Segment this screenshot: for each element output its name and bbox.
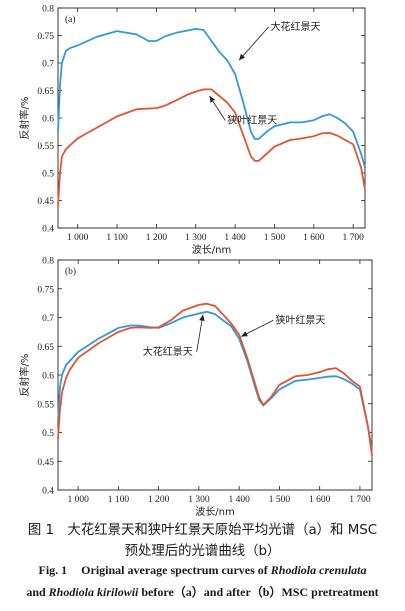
panel-label: (b) (65, 266, 76, 277)
caption-en-line2: and Rhodiola kirilowii before（a）and afte… (0, 583, 405, 600)
y-tick-label: 0.4 (42, 487, 54, 497)
x-tick-label: 1 300 (188, 495, 210, 505)
annotation-arrowhead (209, 96, 216, 103)
x-tick-label: 1 600 (303, 233, 325, 243)
x-axis-label: 波长/nm (192, 243, 231, 256)
x-tick-label: 1 700 (343, 233, 365, 243)
y-tick-label: 0.6 (42, 115, 54, 125)
annotation-label: 大花红景天 (271, 20, 321, 33)
series-line (57, 27, 366, 169)
annotation-label: 大花红景天 (143, 345, 193, 358)
annotation-arrowhead (239, 53, 246, 61)
plot-frame (57, 259, 373, 491)
caption-en-text: Original average spectrum curves of (81, 563, 268, 577)
x-tick-label: 1 100 (108, 495, 130, 505)
x-tick-label: 1 200 (148, 495, 170, 505)
caption-cn-line1: 图 1 大花红景天和狭叶红景天原始平均光谱（a）和 MSC (27, 523, 378, 538)
series-line (57, 310, 373, 451)
y-tick-label: 0.8 (42, 5, 54, 15)
caption-and: and (26, 585, 46, 599)
caption-species-2: Rhodiola kirilowii (48, 585, 139, 599)
y-axis-label: 反射率/% (18, 97, 31, 140)
annotation-leader (196, 314, 204, 352)
x-tick-label: 1 400 (228, 495, 250, 505)
series-line (57, 88, 366, 207)
y-tick-label: 0.55 (37, 142, 54, 152)
y-tick-label: 0.45 (37, 458, 54, 468)
annotation-leader (240, 319, 274, 337)
y-tick-label: 0.5 (42, 429, 54, 439)
caption-cn-line2: 预处理后的光谱曲线（b） (124, 544, 281, 559)
x-tick-label: 1 000 (67, 495, 89, 505)
y-tick-label: 0.65 (37, 343, 54, 353)
panel-label: (a) (65, 14, 76, 25)
y-tick-label: 0.4 (42, 225, 54, 235)
y-tick-label: 0.7 (42, 314, 54, 324)
y-tick-label: 0.75 (37, 32, 54, 42)
y-tick-label: 0.55 (37, 400, 54, 410)
y-tick-label: 0.45 (37, 197, 54, 207)
y-tick-label: 0.5 (42, 170, 54, 180)
y-tick-label: 0.6 (42, 372, 54, 382)
chart-panel-b: 0.4 0.45 0.5 0.55 0.6 0.65 0.7 0.75 0.8 1 000 1 10… (18, 257, 373, 518)
annotation-label: 狭叶红景天 (275, 313, 325, 326)
x-tick-label: 1 500 (269, 495, 291, 505)
x-tick-label: 1 200 (146, 233, 168, 243)
x-tick-label: 1 400 (224, 233, 246, 243)
caption-fig-number: Fig. 1 (38, 563, 68, 577)
x-tick-label: 1 700 (349, 495, 371, 505)
x-tick-label: 1 000 (67, 233, 89, 243)
chart-panel-a: 0.4 0.45 0.5 0.55 0.6 0.65 0.7 0.75 0.8 1 000 1 10… (18, 5, 366, 256)
series-line (57, 302, 373, 457)
y-tick-label: 0.75 (37, 285, 54, 295)
annotation-arrowhead (241, 331, 248, 337)
annotation-leader (238, 26, 269, 61)
x-tick-label: 1 100 (106, 233, 128, 243)
caption-en-line1: Fig. 1 Original average spectrum curves o… (0, 563, 405, 578)
x-tick-label: 1 500 (264, 233, 286, 243)
y-tick-label: 0.65 (37, 87, 54, 97)
caption-en-text-2: before（a）and after（b）MSC pretreatment (141, 585, 379, 599)
y-tick-label: 0.8 (42, 257, 54, 267)
x-axis-label: 波长/nm (195, 505, 234, 518)
annotation-arrowhead (199, 314, 205, 321)
y-tick-label: 0.7 (42, 60, 54, 70)
annotation-label: 狭叶红景天 (227, 114, 277, 127)
x-tick-label: 1 300 (185, 233, 207, 243)
y-axis-label: 反射率/% (18, 354, 31, 397)
caption-species-1: Rhodiola crenulata (270, 563, 367, 577)
x-tick-label: 1 600 (309, 495, 331, 505)
